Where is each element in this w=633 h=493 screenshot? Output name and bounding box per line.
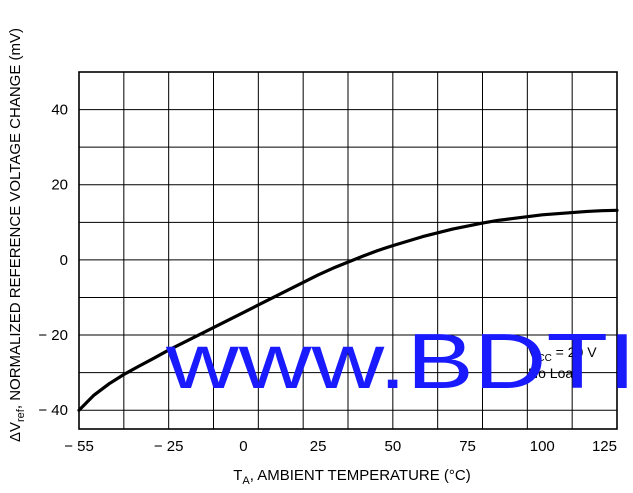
vcc-rest: = 20 V [552,344,597,360]
y-axis-label-rest: , NORMALIZED REFERENCE VOLTAGE CHANGE (m… [7,28,24,409]
y-tick-label: 40 [51,102,68,119]
watermark-text: www.BDTI [165,317,633,405]
vcc-sub: CC [537,353,551,364]
chart-grid [79,72,617,429]
y-axis-label-prefix: ΔV [7,422,24,442]
x-tick-label: 75 [459,438,476,455]
x-tick-label: 50 [384,438,401,455]
x-tick-label: 125 [592,438,617,455]
x-tick-label: 0 [239,438,247,455]
y-tick-labels: 40 20 0 − 20 − 40 [38,102,68,420]
y-tick-label: − 20 [38,327,68,344]
x-axis-label-rest: , AMBIENT TEMPERATURE (°C) [250,467,471,484]
y-tick-label: − 40 [38,402,68,419]
x-tick-label: 100 [530,438,555,455]
y-tick-label: 0 [60,252,68,269]
load-annotation: No Load [528,365,581,381]
x-tick-label: 25 [310,438,327,455]
x-tick-label: − 25 [154,438,184,455]
vcc-prefix: V [528,344,538,360]
x-tick-label: − 55 [64,438,94,455]
x-axis-label-sub: A [242,475,250,487]
series-line [77,208,619,412]
x-tick-labels: − 55 − 25 0 25 50 75 100 125 [64,438,617,455]
x-axis-label: TA, AMBIENT TEMPERATURE (°C) [233,467,471,487]
y-tick-label: 20 [51,177,68,194]
y-axis-label-sub: ref [15,408,27,422]
y-axis-label: ΔVref, NORMALIZED REFERENCE VOLTAGE CHAN… [7,28,27,442]
plot-frame [78,71,618,430]
vcc-annotation: VCC = 20 V [528,344,597,364]
plot-border [78,71,618,430]
x-axis-label-main: T [233,467,242,484]
